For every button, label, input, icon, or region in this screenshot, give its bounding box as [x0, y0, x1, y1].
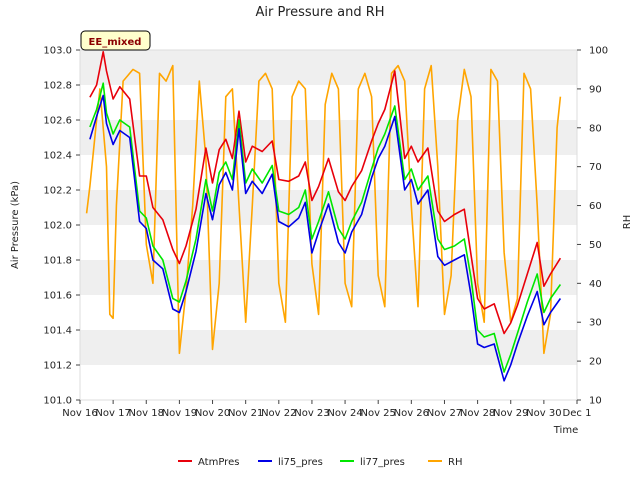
- site-badge-label: EE_mixed: [89, 37, 142, 48]
- y2-tick-label: 30: [589, 318, 602, 329]
- series-line-rh: [85, 64, 562, 355]
- y2-tick-label: 60: [589, 201, 602, 212]
- y2-tick-label: 90: [589, 84, 602, 95]
- site-badge: EE_mixed: [80, 30, 151, 51]
- x-tick-label: Nov 25: [360, 408, 395, 419]
- background-band: [80, 50, 577, 85]
- y-axis-title: Air Pressure (kPa): [10, 181, 21, 269]
- y2-tick-label: 100: [589, 46, 608, 57]
- x-tick-label: Nov 17: [95, 408, 130, 419]
- legend: AtmPres li75_pres li77_pres RH: [178, 457, 462, 468]
- y-tick-label: 101.8: [43, 256, 72, 267]
- x-tick-label: Nov 19: [162, 408, 197, 419]
- y-tick-label: 102.4: [43, 151, 72, 162]
- y-tick-label: 102.0: [43, 221, 72, 232]
- x-tick-label: Nov 16: [62, 408, 97, 419]
- y2-tick-label: 70: [589, 162, 602, 173]
- x-tick-label: Nov 23: [294, 408, 329, 419]
- x-tick-label: Nov 27: [427, 408, 462, 419]
- y-axis-left: 101.0 101.2 101.4 101.6 101.8 102.0 102.2 102.4…: [43, 46, 80, 407]
- y-tick-label: 102.6: [43, 116, 72, 127]
- x-tick-label: Nov 24: [327, 408, 362, 419]
- y2-tick-label: 50: [589, 240, 602, 251]
- x-tick-label: Nov 21: [228, 408, 263, 419]
- x-tick-label: Nov 20: [195, 408, 230, 419]
- series-line-li77_pres: [89, 82, 562, 373]
- y-tick-label: 101.6: [43, 291, 72, 302]
- x-tick-label: Nov 22: [261, 408, 296, 419]
- background-band: [80, 330, 577, 365]
- series-line-atmpres: [89, 50, 562, 335]
- x-tick-label: Nov 18: [129, 408, 164, 419]
- y-tick-label: 101.2: [43, 361, 72, 372]
- chart-title: Air Pressure and RH: [255, 5, 384, 20]
- y-tick-label: 102.2: [43, 186, 72, 197]
- x-tick-label: Nov 28: [460, 408, 495, 419]
- y2-tick-label: 40: [589, 279, 602, 290]
- y-tick-label: 102.8: [43, 81, 72, 92]
- y2-tick-label: 10: [589, 396, 602, 407]
- plot-background-bands: [80, 50, 577, 365]
- x-tick-label: Nov 29: [493, 408, 528, 419]
- y2-tick-label: 20: [589, 357, 602, 368]
- legend-label-li75_pres: li75_pres: [278, 457, 323, 468]
- background-band: [80, 120, 577, 155]
- legend-label-li77_pres: li77_pres: [360, 457, 405, 468]
- y2-tick-label: 80: [589, 123, 602, 134]
- x-tick-label: Dec 1: [563, 408, 592, 419]
- x-axis-title: Time: [553, 425, 578, 436]
- x-tick-label: Nov 30: [526, 408, 561, 419]
- x-tick-label: Nov 26: [394, 408, 429, 419]
- y-tick-label: 101.4: [43, 326, 72, 337]
- site-badge-box: [80, 30, 151, 51]
- legend-label-atmpres: AtmPres: [198, 457, 239, 468]
- y2-axis-title: RH: [622, 215, 633, 229]
- series-line-li75_pres: [89, 94, 562, 382]
- y-tick-label: 103.0: [43, 46, 72, 57]
- y-tick-label: 101.0: [43, 396, 72, 407]
- series-layer: [85, 50, 562, 382]
- y-axis-right: 10 20 30 40 50 60 70 80 90 100: [577, 46, 608, 407]
- legend-label-rh: RH: [448, 457, 462, 468]
- background-band: [80, 260, 577, 295]
